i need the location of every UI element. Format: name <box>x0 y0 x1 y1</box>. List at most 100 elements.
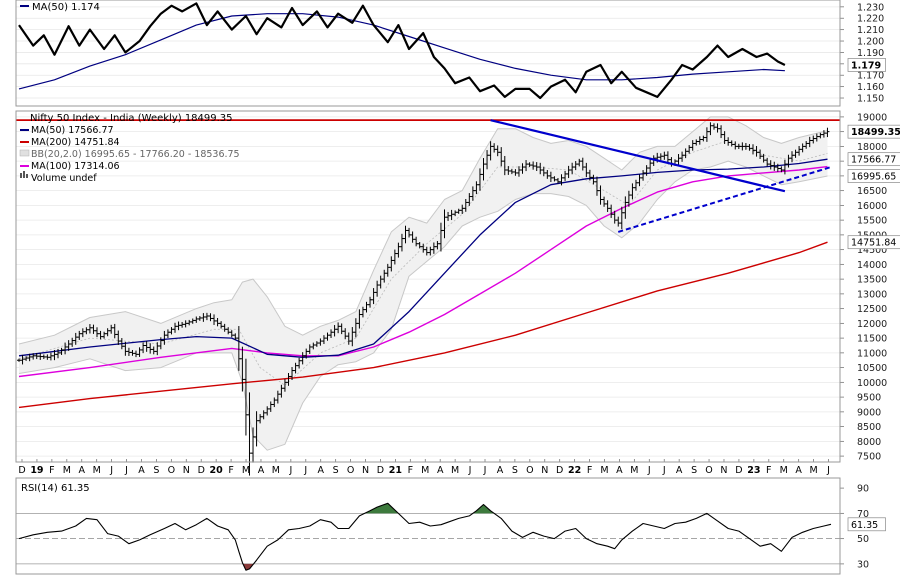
x-tick-label: F <box>587 465 592 476</box>
ma200-line <box>18 241 828 409</box>
price-tick-label: 11000 <box>857 348 887 359</box>
rs-tick-label: 1.220 <box>857 14 884 25</box>
x-tick-label: O <box>526 465 533 476</box>
price-flag-1: 17566.77 <box>851 155 896 166</box>
rs-last-value-box <box>847 58 886 72</box>
x-tick-label: J <box>483 465 487 476</box>
price-flag-2: 16995.65 <box>851 172 896 183</box>
x-tick-label: F <box>766 465 771 476</box>
price-tick-label: 13500 <box>857 275 887 286</box>
x-tick-label: J <box>662 465 666 476</box>
x-tick-label: A <box>258 465 265 476</box>
bb-band-fill <box>19 116 828 451</box>
price-flag-3: 14751.84 <box>851 238 896 249</box>
x-tick-label: S <box>512 465 518 476</box>
price-tick-label: 9500 <box>857 393 881 404</box>
rsi-overbought-fill <box>365 503 398 514</box>
rs-panel: 1.1501.1601.1701.1801.1901.2001.2101.220… <box>16 2 886 105</box>
rsi-last-value: 61.35 <box>851 520 878 531</box>
rs-ratio-line <box>18 2 786 100</box>
ma100-line <box>18 165 828 378</box>
x-tick-label: M <box>272 465 280 476</box>
price-tick-label: 14000 <box>857 260 887 271</box>
price-title: Nifty 50 Index - India (Weekly) 18499.35 <box>30 113 233 124</box>
rsi-tick-label: 70 <box>857 509 869 520</box>
rsi-legend-text: RSI(14) 61.35 <box>21 483 90 494</box>
rsi-tick-label: 90 <box>857 484 869 495</box>
legend-ma50: MA(50) 17566.77 <box>31 125 114 136</box>
x-tick-label: J <box>303 465 307 476</box>
price-tick-label: 8000 <box>857 437 881 448</box>
rs-tick-label: 1.170 <box>857 71 884 82</box>
bb-mid-line <box>18 140 828 386</box>
x-tick-label: S <box>691 465 697 476</box>
x-tick-label: S <box>153 465 159 476</box>
price-tick-label: 19000 <box>857 112 887 123</box>
rs-tick-label: 1.190 <box>857 48 884 59</box>
legend-ma100: MA(100) 17314.06 <box>31 161 120 172</box>
x-tick-label: M <box>809 465 817 476</box>
x-tick-label: J <box>109 465 113 476</box>
rs-tick-label: 1.210 <box>857 25 884 36</box>
rsi-panel: 30 50 70 90 61.35 <box>16 484 886 571</box>
price-frame <box>15 110 841 463</box>
x-tick-label: 19 <box>30 465 43 476</box>
rising-support-trendline <box>617 166 832 233</box>
x-tick-label: F <box>49 465 54 476</box>
price-tick-label: 14500 <box>857 245 887 256</box>
x-tick-label: N <box>541 465 548 476</box>
x-tick-label: N <box>362 465 369 476</box>
price-flag-1-box <box>847 152 900 167</box>
rsi-overbought-fill <box>473 504 494 514</box>
x-tick-label: S <box>333 465 339 476</box>
rs-legend: MA(50) 1.174 <box>20 2 100 13</box>
falling-trendline <box>490 119 786 193</box>
x-tick-label: M <box>630 465 638 476</box>
rs-tick-label: 1.160 <box>857 82 884 93</box>
x-tick-label: M <box>421 465 429 476</box>
price-title-group: Nifty 50 Index - India (Weekly) 18499.35 <box>30 113 233 124</box>
legend-swatch-bb <box>19 149 30 157</box>
x-tick-label: 23 <box>747 465 760 476</box>
x-tick-label: 20 <box>210 465 224 476</box>
legend-bb: BB(20,2.0) 16995.65 - 17766.20 - 18536.7… <box>31 149 240 160</box>
x-tick-label: A <box>676 465 683 476</box>
price-tick-label: 18000 <box>857 142 887 153</box>
x-tick-label: 21 <box>389 465 402 476</box>
price-tick-label: 13000 <box>857 289 887 300</box>
x-tick-label: J <box>468 465 472 476</box>
price-tick-label: 15500 <box>857 216 887 227</box>
x-tick-label: A <box>616 465 623 476</box>
x-tick-label: J <box>647 465 651 476</box>
bb-upper-line <box>18 116 828 345</box>
x-tick-label: M <box>780 465 788 476</box>
price-legend: MA(50) 17566.77 MA(200) 14751.84 BB(20,2… <box>19 125 240 184</box>
x-tick-label: D <box>377 465 384 476</box>
rs-tick-label: 1.230 <box>857 2 884 13</box>
price-flag-3-box <box>847 235 900 250</box>
price-tick-label: 9000 <box>857 407 881 418</box>
x-tick-label: N <box>183 465 190 476</box>
rs-ma50-line <box>18 13 785 90</box>
price-tick-label: 10000 <box>857 378 887 389</box>
price-tick-label: 12000 <box>857 319 887 330</box>
x-tick-label: J <box>124 465 128 476</box>
x-tick-label: M <box>600 465 608 476</box>
price-tick-label: 8500 <box>857 422 881 433</box>
x-tick-label: 22 <box>568 465 581 476</box>
rsi-legend: RSI(14) 61.35 <box>21 483 90 494</box>
x-tick-label: D <box>18 465 25 476</box>
legend-ma200: MA(200) 14751.84 <box>31 137 120 148</box>
panels: 1.1501.1601.1701.1801.1901.2001.2101.220… <box>15 0 900 575</box>
x-tick-label: A <box>437 465 444 476</box>
rsi-tick-label: 50 <box>857 534 869 545</box>
ma50-line <box>18 158 828 358</box>
ohlc-bars <box>17 122 830 476</box>
rsi-last-value-box <box>847 517 886 532</box>
price-flag-2-box <box>847 169 900 183</box>
x-tick-label: O <box>168 465 175 476</box>
x-tick-label: N <box>720 465 727 476</box>
x-tick-label: M <box>63 465 71 476</box>
rsi-frame <box>15 477 841 575</box>
